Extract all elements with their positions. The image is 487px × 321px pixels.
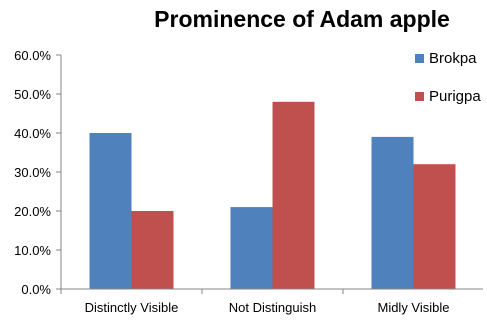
y-tick-label: 50.0% bbox=[14, 87, 51, 102]
bars bbox=[89, 101, 456, 289]
legend-label-purigpa: Purigpa bbox=[429, 88, 481, 105]
bar-purigpa-1 bbox=[272, 101, 315, 289]
bar-brokpa-0 bbox=[89, 133, 132, 289]
bar-purigpa-2 bbox=[413, 164, 456, 289]
x-tick-label: Midly Visible bbox=[377, 300, 449, 315]
y-tick-label: 20.0% bbox=[14, 204, 51, 219]
y-axis: 0.0% 10.0% 20.0% 30.0% 40.0% 50.0% 60.0% bbox=[14, 48, 62, 297]
legend-swatch-purigpa bbox=[415, 92, 424, 101]
y-tick-label: 0.0% bbox=[21, 282, 51, 297]
y-tick-label: 40.0% bbox=[14, 126, 51, 141]
legend: Brokpa Purigpa bbox=[415, 50, 481, 105]
x-tick-label: Not Distinguish bbox=[229, 300, 316, 315]
x-tick-label: Distinctly Visible bbox=[85, 300, 179, 315]
legend-swatch-brokpa bbox=[415, 54, 424, 63]
y-tick-label: 30.0% bbox=[14, 165, 51, 180]
bar-brokpa-1 bbox=[230, 207, 273, 289]
legend-label-brokpa: Brokpa bbox=[429, 50, 477, 67]
y-tick-label: 60.0% bbox=[14, 48, 51, 63]
y-tick-label: 10.0% bbox=[14, 243, 51, 258]
bar-purigpa-0 bbox=[131, 211, 174, 289]
bar-brokpa-2 bbox=[371, 136, 414, 289]
chart-title: Prominence of Adam apple bbox=[154, 6, 450, 32]
x-axis: Distinctly Visible Not Distinguish Midly V… bbox=[60, 288, 483, 315]
